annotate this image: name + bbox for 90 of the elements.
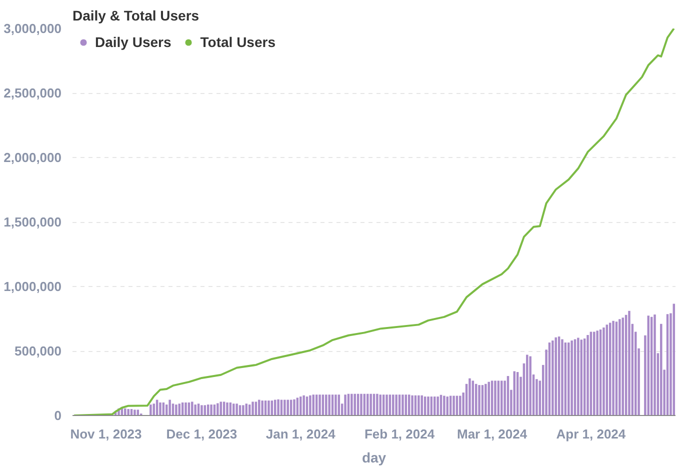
bar	[293, 399, 296, 416]
bar	[286, 400, 289, 416]
y-tick-label: 2,000,000	[4, 150, 62, 165]
y-tick-label: 1,500,000	[4, 214, 62, 230]
bar	[622, 318, 624, 416]
bar	[350, 394, 353, 416]
bar	[334, 394, 337, 416]
bar	[277, 399, 280, 416]
bar	[344, 394, 346, 416]
bar	[402, 394, 404, 416]
bar	[526, 354, 528, 416]
bar	[242, 405, 244, 416]
bar	[586, 335, 589, 416]
bar	[392, 394, 394, 416]
bar	[529, 356, 532, 416]
bar	[420, 395, 423, 416]
x-axis-title: day	[362, 450, 386, 466]
bar	[570, 340, 573, 416]
bar	[226, 402, 228, 416]
bar	[618, 319, 621, 416]
legend-label: Daily Users	[95, 34, 172, 50]
bar	[134, 410, 136, 416]
bar	[175, 404, 178, 416]
bar	[309, 395, 312, 416]
bar	[386, 394, 388, 416]
bar	[577, 338, 580, 416]
bar	[436, 396, 439, 416]
y-tick-label: 3,000,000	[4, 21, 62, 36]
bar	[325, 394, 328, 416]
bar	[184, 402, 187, 416]
bar	[628, 310, 630, 416]
bar	[127, 409, 130, 416]
bar	[484, 384, 487, 416]
legend-label: Total Users	[200, 34, 276, 50]
x-tick-label: Mar 1, 2024	[456, 426, 528, 442]
bar	[612, 320, 614, 416]
bar	[194, 404, 196, 416]
chart-title: Daily & Total Users	[72, 8, 200, 24]
bar	[216, 403, 219, 416]
bar	[654, 314, 656, 416]
bar	[427, 396, 430, 416]
y-tick-label: 1,000,000	[4, 279, 62, 294]
bar	[328, 394, 330, 416]
bar	[258, 400, 260, 416]
bar	[554, 337, 557, 416]
bar	[443, 396, 446, 416]
bar	[494, 380, 496, 416]
line-series	[73, 28, 675, 416]
x-tick-label: Jan 1, 2024	[266, 426, 336, 442]
y-tick-label: 2,500,000	[4, 86, 62, 100]
bar	[561, 339, 564, 416]
bar	[488, 382, 490, 416]
bar	[478, 385, 480, 416]
bar	[152, 404, 155, 416]
bar	[660, 324, 662, 416]
bar	[395, 394, 398, 416]
bar	[411, 395, 414, 416]
bar	[210, 404, 212, 416]
bar	[200, 405, 203, 416]
bar	[236, 404, 238, 416]
bar	[220, 402, 222, 416]
y-tick-label: 0	[54, 408, 62, 423]
bar	[452, 396, 455, 416]
x-tick-label: Feb 1, 2024	[364, 426, 436, 442]
bar	[593, 332, 596, 416]
bar	[596, 330, 598, 416]
bar	[552, 340, 554, 416]
bar	[191, 402, 194, 416]
bar	[468, 378, 471, 416]
bar	[124, 408, 126, 416]
bar	[360, 394, 362, 416]
y-tick-label: 500,000	[14, 344, 62, 358]
bar	[268, 400, 270, 416]
bar	[354, 394, 356, 416]
bar	[459, 396, 462, 416]
bar	[602, 328, 605, 416]
bar	[261, 400, 264, 416]
bar	[418, 395, 420, 416]
bar	[302, 395, 305, 416]
bar	[168, 400, 171, 416]
bar	[252, 402, 254, 416]
bar	[284, 400, 286, 416]
bar	[370, 394, 372, 416]
bar	[376, 394, 378, 416]
bar	[318, 394, 321, 416]
x-tick-label: Nov 1, 2023	[70, 426, 142, 442]
bar	[159, 402, 162, 416]
x-tick-label: Apr 1, 2024	[556, 426, 626, 442]
x-tick-label: Dec 1, 2023	[166, 426, 238, 442]
bar	[150, 404, 152, 416]
